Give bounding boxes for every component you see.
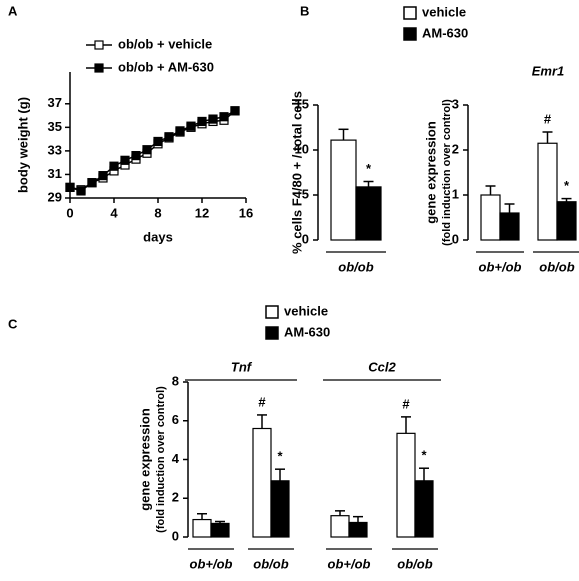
bar (537, 142, 558, 241)
significance-mark: * (366, 161, 372, 176)
x-tick-label: 4 (110, 205, 118, 220)
marker (230, 106, 240, 116)
legend-label: ob/ob + AM-630 (118, 59, 214, 74)
legend-swatch (265, 305, 279, 319)
marker (76, 186, 86, 196)
bar (252, 427, 272, 538)
marker (186, 121, 196, 131)
bar (348, 521, 368, 538)
legend-swatch (403, 27, 417, 41)
y-tick-label: 10 (295, 141, 309, 156)
y-tick-label: 6 (172, 412, 179, 427)
x-axis-label: days (143, 229, 173, 244)
significance-mark: # (258, 394, 266, 409)
y-tick-label: 2 (172, 490, 179, 505)
marker (208, 114, 218, 124)
x-tick-label: 8 (154, 205, 161, 220)
group-title: Tnf (231, 359, 253, 374)
bar (396, 432, 416, 538)
bar (210, 522, 230, 538)
x-tick-label: ob/ob (253, 556, 288, 571)
x-tick-label: ob/ob (539, 259, 574, 274)
legend-swatch (265, 326, 279, 340)
legend-label: AM-630 (422, 25, 468, 40)
x-tick-label: ob+/ob (328, 556, 371, 571)
bar (480, 194, 501, 241)
y-tick-label: 1 (452, 186, 459, 201)
y-tick-label: 15 (295, 96, 309, 111)
marker (98, 171, 108, 181)
y-tick-label: 2 (452, 141, 459, 156)
marker (142, 145, 152, 155)
x-tick-label: 12 (195, 205, 209, 220)
x-tick-label: ob+/ob (190, 556, 233, 571)
y-tick-label: 0 (452, 231, 459, 246)
marker (65, 182, 75, 192)
legend-marker (94, 63, 104, 73)
panel-label: B (300, 3, 309, 18)
significance-mark: * (277, 449, 283, 464)
y-tick-label: 33 (48, 142, 62, 157)
legend-label: AM-630 (284, 324, 330, 339)
significance-mark: * (421, 448, 427, 463)
significance-mark: # (544, 111, 552, 126)
y-tick-label: 0 (302, 231, 309, 246)
marker (219, 112, 229, 122)
bar (499, 212, 520, 241)
y-axis-label: gene expression (423, 121, 438, 224)
x-tick-label: 0 (66, 205, 73, 220)
significance-mark: # (402, 396, 410, 411)
y-tick-label: 3 (452, 96, 459, 111)
y-tick-label: 37 (48, 95, 62, 110)
legend-label: ob/ob + vehicle (118, 36, 212, 51)
x-tick-label: 16 (239, 205, 253, 220)
bar (192, 518, 212, 538)
marker (175, 126, 185, 136)
series-line (69, 110, 236, 192)
legend-marker (94, 40, 104, 50)
y-tick-label: 4 (172, 451, 180, 466)
legend-label: vehicle (284, 303, 328, 318)
y-axis-label: % cells F4/80 + / total cells (289, 91, 304, 254)
bar (270, 480, 290, 538)
x-tick-label: ob+/ob (479, 259, 522, 274)
panel-label: A (8, 3, 18, 18)
y-tick-label: 5 (302, 186, 309, 201)
legend-swatch (403, 6, 417, 20)
panel-label: C (8, 316, 18, 331)
y-tick-label: 35 (48, 119, 62, 134)
marker (131, 151, 141, 161)
marker (197, 116, 207, 127)
bar (414, 480, 434, 538)
y-tick-label: 29 (48, 189, 62, 204)
marker (109, 161, 119, 171)
significance-mark: * (564, 178, 570, 193)
marker (87, 178, 97, 188)
y-tick-label: 0 (172, 528, 179, 543)
chart-title: Emr1 (532, 63, 565, 78)
series-line (69, 110, 236, 191)
y-axis-note: (fold induction over control) (441, 99, 453, 246)
y-tick-label: 8 (172, 373, 179, 388)
marker (153, 136, 163, 147)
x-tick-label: ob/ob (338, 259, 373, 274)
bar (330, 139, 357, 241)
x-tick-label: ob/ob (397, 556, 432, 571)
marker (120, 155, 130, 165)
y-tick-label: 31 (48, 166, 62, 181)
bar (556, 201, 577, 241)
y-axis-label: body weight (g) (15, 97, 30, 193)
legend-label: vehicle (422, 4, 466, 19)
y-axis-note: (fold induction over control) (155, 386, 167, 533)
bar (330, 515, 350, 538)
bar (355, 186, 382, 241)
marker (164, 132, 174, 142)
y-axis-label: gene expression (137, 408, 152, 511)
group-title: Ccl2 (368, 359, 396, 374)
